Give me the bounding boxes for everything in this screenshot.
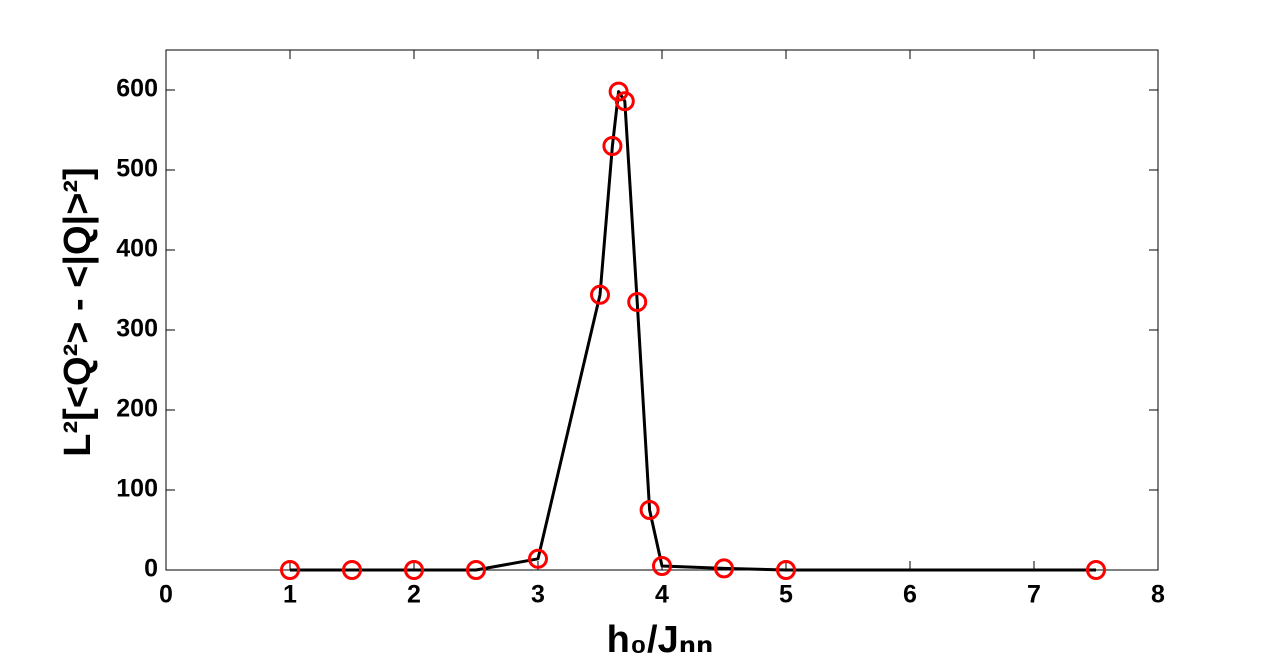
x-tick-label: 1 xyxy=(283,581,297,609)
y-tick-label: 200 xyxy=(116,395,158,423)
x-tick-label: 4 xyxy=(655,581,669,609)
y-tick-label: 0 xyxy=(144,555,158,583)
x-tick-label: 8 xyxy=(1151,581,1165,609)
data-marker xyxy=(1086,560,1106,580)
y-tick-label: 300 xyxy=(116,315,158,343)
y-tick-label: 600 xyxy=(116,75,158,103)
data-marker xyxy=(639,500,660,520)
data-marker xyxy=(714,558,734,579)
data-marker xyxy=(614,91,635,112)
data-marker xyxy=(466,560,486,580)
x-tick-label: 5 xyxy=(779,581,793,609)
y-axis-label: L²[<Q²> - <|Q|>²] xyxy=(57,167,99,456)
y-tick-label: 500 xyxy=(116,155,158,183)
data-marker xyxy=(404,560,424,580)
data-marker xyxy=(627,292,648,312)
plot-frame xyxy=(165,49,1159,571)
data-marker xyxy=(528,548,548,569)
data-line xyxy=(290,90,1096,572)
x-axis-label: h₀/Jₙₙ xyxy=(607,619,714,661)
x-tick-label: 3 xyxy=(531,581,545,609)
data-marker xyxy=(590,284,610,305)
data-marker xyxy=(280,560,300,580)
data-marker xyxy=(342,560,362,580)
x-tick-label: 6 xyxy=(903,581,917,609)
x-tick-label: 2 xyxy=(407,581,421,609)
data-marker xyxy=(776,560,796,580)
x-tick-label: 0 xyxy=(159,581,173,609)
data-marker xyxy=(602,136,623,156)
data-marker xyxy=(652,556,672,576)
y-tick-label: 400 xyxy=(116,235,158,263)
x-tick-label: 7 xyxy=(1027,581,1041,609)
y-tick-label: 100 xyxy=(116,475,158,503)
